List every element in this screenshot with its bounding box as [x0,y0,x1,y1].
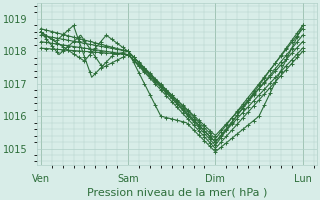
X-axis label: Pression niveau de la mer( hPa ): Pression niveau de la mer( hPa ) [87,187,268,197]
